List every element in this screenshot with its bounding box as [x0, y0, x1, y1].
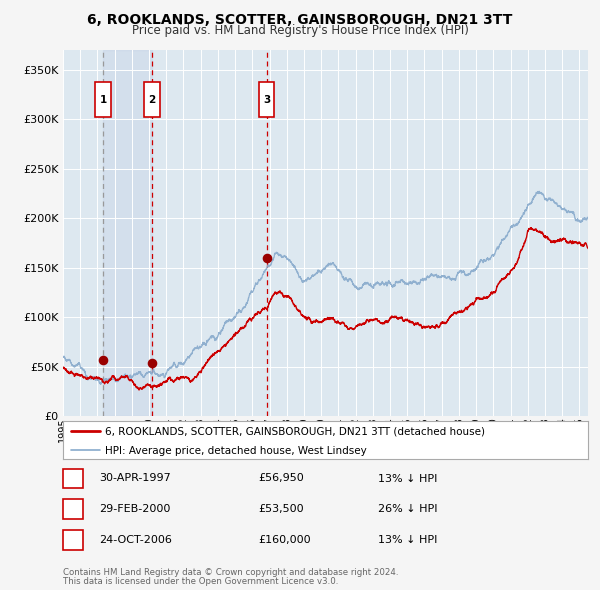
Text: This data is licensed under the Open Government Licence v3.0.: This data is licensed under the Open Gov… [63, 577, 338, 586]
Text: 1: 1 [69, 474, 77, 483]
Text: 1: 1 [100, 94, 107, 104]
Text: £53,500: £53,500 [258, 504, 304, 514]
Text: 13% ↓ HPI: 13% ↓ HPI [378, 474, 437, 483]
Text: 3: 3 [263, 94, 270, 104]
Text: Contains HM Land Registry data © Crown copyright and database right 2024.: Contains HM Land Registry data © Crown c… [63, 568, 398, 577]
Text: 13% ↓ HPI: 13% ↓ HPI [378, 535, 437, 545]
Point [98, 355, 108, 365]
Text: 6, ROOKLANDS, SCOTTER, GAINSBOROUGH, DN21 3TT (detached house): 6, ROOKLANDS, SCOTTER, GAINSBOROUGH, DN2… [105, 427, 485, 437]
Bar [103, 50, 152, 416]
Text: 29-FEB-2000: 29-FEB-2000 [99, 504, 170, 514]
Text: £56,950: £56,950 [258, 474, 304, 483]
Text: 3: 3 [69, 535, 77, 545]
Text: 6, ROOKLANDS, SCOTTER, GAINSBOROUGH, DN21 3TT: 6, ROOKLANDS, SCOTTER, GAINSBOROUGH, DN2… [88, 13, 512, 27]
Text: 30-APR-1997: 30-APR-1997 [99, 474, 171, 483]
Point [262, 253, 271, 263]
Text: £160,000: £160,000 [258, 535, 311, 545]
Text: 2: 2 [69, 504, 77, 514]
Text: Price paid vs. HM Land Registry's House Price Index (HPI): Price paid vs. HM Land Registry's House … [131, 24, 469, 37]
Text: 24-OCT-2006: 24-OCT-2006 [99, 535, 172, 545]
Text: HPI: Average price, detached house, West Lindsey: HPI: Average price, detached house, West… [105, 445, 367, 455]
FancyBboxPatch shape [95, 82, 111, 117]
FancyBboxPatch shape [144, 82, 160, 117]
Text: 2: 2 [148, 94, 155, 104]
Point [147, 358, 157, 368]
Text: 26% ↓ HPI: 26% ↓ HPI [378, 504, 437, 514]
FancyBboxPatch shape [259, 82, 274, 117]
